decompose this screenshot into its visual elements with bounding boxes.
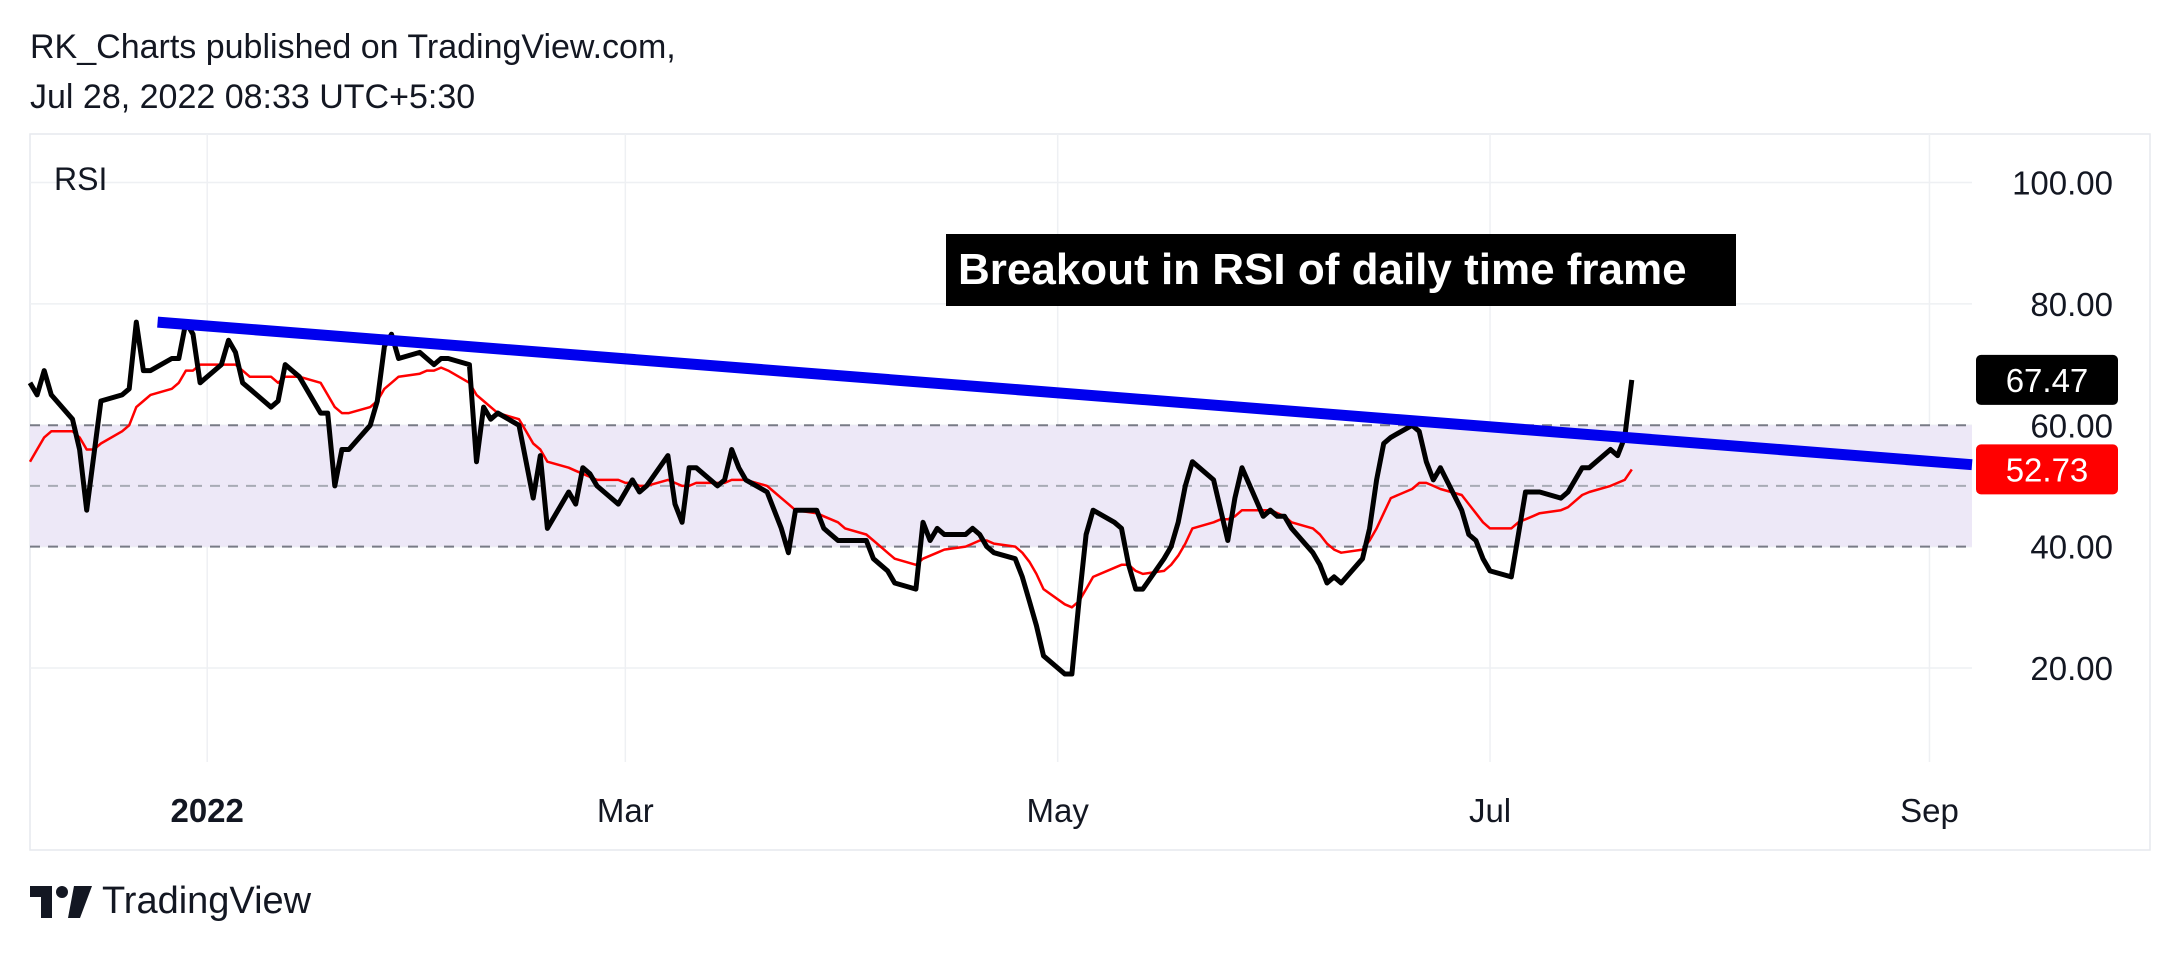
value-badge: 67.47 bbox=[1976, 354, 2118, 405]
rsi-line bbox=[27, 319, 1635, 677]
x-tick-label: Mar bbox=[597, 792, 654, 829]
series-layer bbox=[27, 319, 1635, 677]
value-badge: 52.73 bbox=[1976, 444, 2118, 495]
value-badge-background bbox=[1976, 444, 2118, 495]
annotation-text: Breakout in RSI of daily time frame bbox=[958, 245, 1687, 294]
x-tick-label: May bbox=[1027, 792, 1090, 829]
tradingview-logo[interactable]: TradingView bbox=[30, 880, 311, 923]
y-tick-label: 40.00 bbox=[2030, 529, 2113, 566]
annotation-box[interactable]: Breakout in RSI of daily time frame bbox=[946, 234, 1736, 306]
y-tick-label: 20.00 bbox=[2030, 650, 2113, 687]
publisher-line: RK_Charts published on TradingView.com, bbox=[30, 28, 676, 66]
tradingview-logo-icon bbox=[30, 885, 92, 918]
x-tick-label: Jul bbox=[1469, 792, 1511, 829]
y-tick-label: 60.00 bbox=[2030, 407, 2113, 444]
y-tick-label: 80.00 bbox=[2030, 286, 2113, 323]
value-badge-label: 67.47 bbox=[2006, 362, 2089, 399]
annotation-background bbox=[946, 234, 1736, 306]
publish-date: Jul 28, 2022 08:33 UTC+5:30 bbox=[30, 78, 476, 116]
value-badges: 67.47 52.73 bbox=[1976, 354, 2118, 495]
x-tick-label: 2022 bbox=[170, 792, 243, 829]
y-tick-label: 100.00 bbox=[2012, 165, 2113, 202]
trendline[interactable] bbox=[157, 316, 1973, 471]
rsi-moving-average-line bbox=[28, 363, 1633, 609]
value-badge-background bbox=[1976, 354, 2118, 405]
publication-header: RK_Charts published on TradingView.com, … bbox=[30, 22, 676, 122]
y-axis: 100.00 80.00 60.00 40.00 20.00 bbox=[2012, 165, 2113, 687]
indicator-label: RSI bbox=[54, 161, 107, 197]
x-axis: 2022 Mar May Jul Sep bbox=[170, 792, 1958, 829]
trendline-layer bbox=[157, 316, 1973, 471]
brand-name: TradingView bbox=[102, 880, 312, 922]
x-tick-label: Sep bbox=[1900, 792, 1959, 829]
value-badge-label: 52.73 bbox=[2006, 451, 2089, 488]
